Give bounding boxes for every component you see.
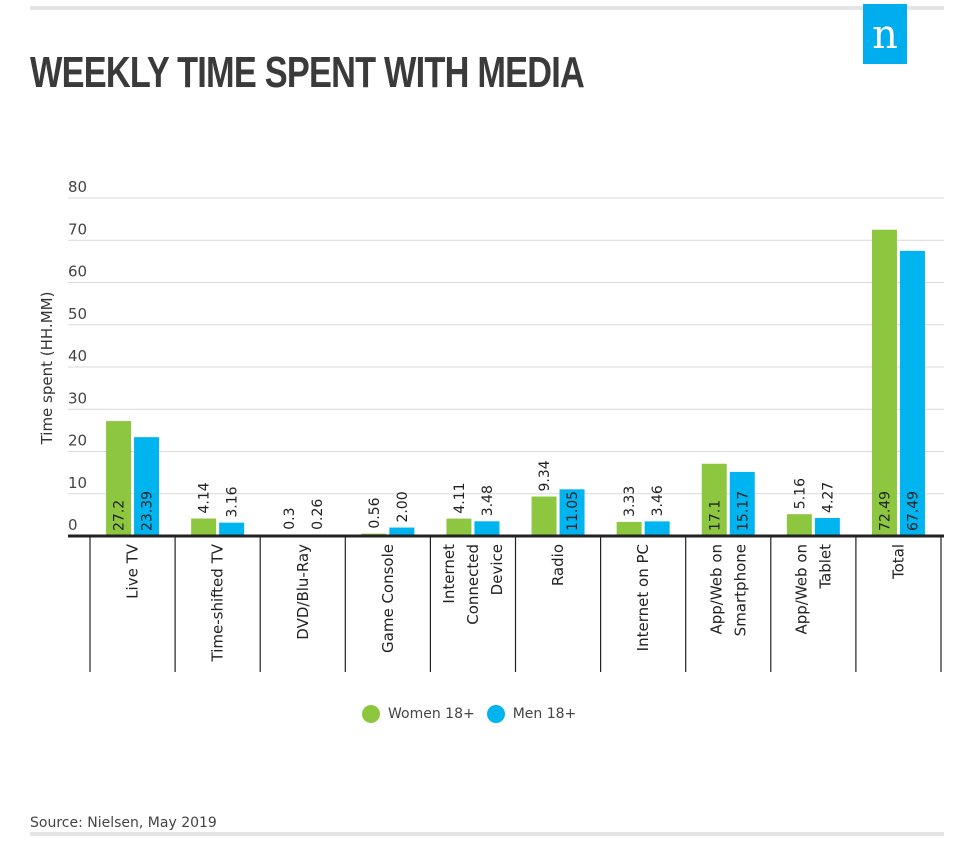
- data-label: 67.49: [905, 491, 921, 531]
- bottom-rule: [30, 832, 944, 836]
- x-category-label: Total: [889, 544, 907, 580]
- x-category-label: Tablet: [816, 544, 834, 590]
- data-label: 23.39: [140, 491, 156, 531]
- x-category-label: Live TV: [124, 543, 142, 599]
- legend-label-women: Women 18+: [388, 706, 475, 722]
- data-label: 27.2: [112, 500, 128, 531]
- data-label: 2.00: [395, 491, 411, 522]
- nielsen-logo: n: [863, 4, 907, 64]
- legend-swatch-women: [362, 705, 380, 723]
- bar: [786, 514, 812, 536]
- logo-letter: n: [872, 12, 898, 58]
- data-label: 5.16: [792, 478, 808, 509]
- bar: [701, 463, 727, 536]
- x-category-label: Connected: [464, 544, 482, 625]
- bar: [474, 521, 500, 536]
- y-tick-label: 30: [68, 389, 87, 407]
- data-label: 17.1: [707, 500, 723, 531]
- data-label: 3.33: [622, 486, 638, 517]
- y-tick-label: 50: [68, 305, 87, 323]
- data-label: 3.46: [650, 485, 666, 516]
- data-label: 3.48: [480, 485, 496, 516]
- x-category-label: App/Web on: [707, 544, 725, 635]
- x-category-label: Internet on PC: [634, 544, 652, 651]
- x-category-label: Smartphone: [731, 544, 749, 636]
- y-tick-label: 70: [68, 220, 87, 238]
- bar: [899, 250, 925, 537]
- x-category-label: App/Web on: [792, 544, 810, 635]
- data-label: 11.05: [565, 491, 581, 531]
- data-label: 15.17: [735, 491, 751, 531]
- y-tick-label: 80: [68, 178, 87, 196]
- data-label: 4.27: [820, 482, 836, 513]
- bar: [814, 517, 840, 536]
- bar: [559, 489, 585, 536]
- legend-item-men: Men 18+: [486, 705, 577, 723]
- data-label: 0.56: [367, 497, 383, 528]
- top-rule: [30, 6, 944, 10]
- bar-chart: 0 10 20 30 40 50 60 70 80 Time spent (HH.MM) 27.2 2…: [38, 178, 944, 672]
- data-label: 9.34: [537, 460, 553, 491]
- bar: [446, 518, 472, 536]
- bar: [729, 471, 755, 536]
- y-tick-label: 60: [68, 263, 87, 281]
- x-category-label: Time-shifted TV: [209, 543, 227, 662]
- legend-item-women: Women 18+: [362, 705, 475, 723]
- x-category-label: Internet: [440, 544, 458, 604]
- bar: [134, 437, 160, 536]
- source-note: Source: Nielsen, May 2019: [30, 815, 217, 831]
- y-tick-label: 20: [68, 432, 87, 450]
- data-label: 3.16: [225, 486, 241, 517]
- x-category-label: DVD/Blu-Ray: [294, 544, 312, 640]
- legend-swatch-men: [486, 705, 505, 723]
- bar: [106, 421, 132, 536]
- data-label: 4.14: [197, 482, 213, 513]
- bar: [616, 521, 642, 536]
- data-label: 0.3: [282, 507, 298, 529]
- bar: [219, 522, 245, 536]
- bar: [389, 527, 415, 536]
- chart-title: WEEKLY TIME SPENT WITH MEDIA: [30, 48, 585, 97]
- x-category-label: Device: [488, 544, 506, 595]
- data-label: 72.49: [877, 491, 893, 531]
- data-label: 4.11: [452, 482, 468, 513]
- legend: Women 18+ Men 18+: [362, 705, 576, 723]
- y-axis-label: Time spent (HH.MM): [38, 292, 56, 446]
- y-tick-label: 0: [68, 516, 78, 534]
- y-tick-label: 10: [68, 474, 87, 492]
- bar: [191, 518, 217, 536]
- bar: [871, 229, 897, 537]
- legend-label-men: Men 18+: [512, 706, 577, 722]
- y-tick-label: 40: [68, 347, 87, 365]
- data-label: 0.26: [310, 499, 326, 530]
- bar: [531, 496, 557, 536]
- bar: [644, 521, 670, 536]
- x-category-label: Game Console: [379, 544, 397, 653]
- x-category-label: Radio: [549, 544, 567, 586]
